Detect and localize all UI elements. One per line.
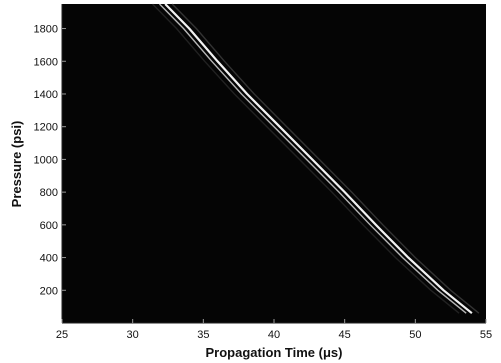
y-tick-label: 1400	[34, 89, 58, 101]
ridge-line-2	[158, 3, 467, 314]
ridge-line-1	[164, 3, 473, 315]
x-tick-label: 40	[268, 329, 280, 341]
x-tick-label: 30	[127, 329, 139, 341]
y-tick-label: 400	[40, 253, 58, 265]
x-axis-title: Propagation Time (μs)	[205, 345, 342, 360]
ridge-layer	[151, 3, 480, 315]
y-tick-label: 1600	[34, 56, 58, 68]
y-tick-label: 600	[40, 220, 58, 232]
ridge-line-3	[171, 3, 480, 314]
y-tick-label: 1000	[34, 154, 58, 166]
x-tick-label: 50	[409, 329, 421, 341]
x-tick-label: 55	[480, 329, 492, 341]
ridge-line-4	[151, 3, 460, 314]
x-axis-ticks: 25 30 35 40 45 50 55	[56, 319, 492, 341]
y-axis-ticks: 200 400 600 800 1000 1200 1400 1600 1800	[34, 24, 66, 297]
y-tick-label: 1200	[34, 122, 58, 134]
x-tick-label: 35	[197, 329, 209, 341]
x-tick-label: 45	[339, 329, 351, 341]
x-tick-label: 25	[56, 329, 68, 341]
y-tick-label: 1800	[34, 24, 58, 36]
y-axis-title: Pressure (psi)	[9, 121, 24, 208]
y-tick-label: 800	[40, 187, 58, 199]
y-tick-label: 200	[40, 285, 58, 297]
